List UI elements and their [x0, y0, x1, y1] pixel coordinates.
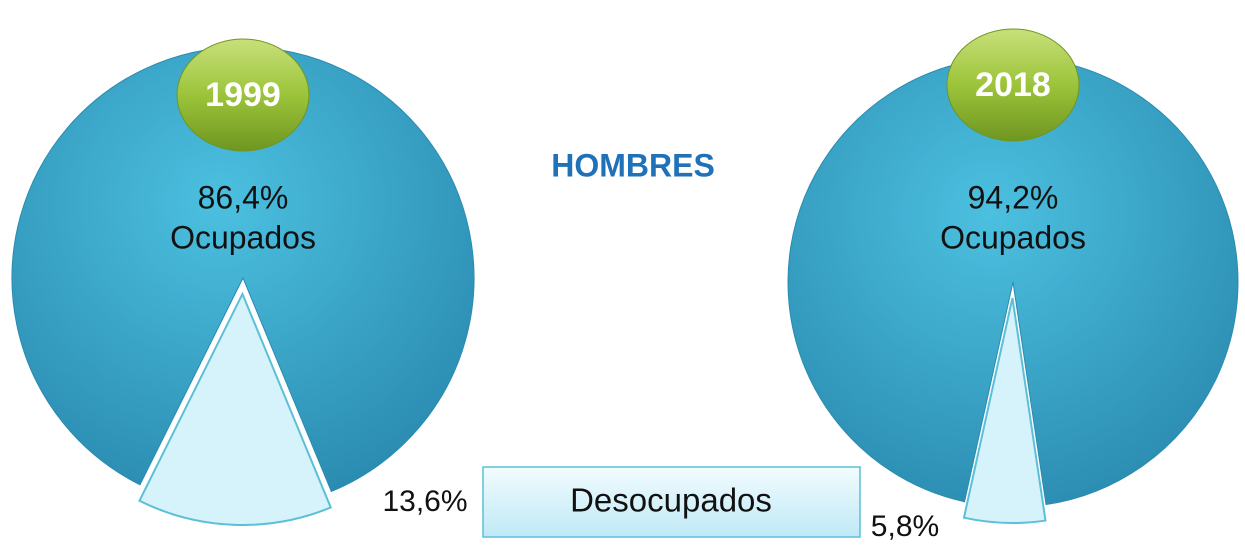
- legend-swatch: [482, 466, 861, 538]
- pie-slice: [962, 297, 1047, 524]
- pie-title: 2018: [975, 66, 1051, 104]
- center-label: Ocupados: [940, 219, 1086, 255]
- pie-title: 1999: [205, 76, 281, 114]
- page-title: HOMBRES: [551, 147, 715, 183]
- year-badge: [176, 38, 310, 152]
- data-label: 94,2%: [968, 179, 1059, 215]
- pie-slice: [138, 291, 333, 526]
- data-label: 5,8%: [871, 510, 939, 543]
- data-label: 86,4%: [198, 179, 289, 215]
- data-label: 13,6%: [382, 485, 467, 518]
- year-badge: [946, 28, 1080, 142]
- legend-label: Desocupados: [570, 482, 772, 519]
- center-label: Ocupados: [170, 219, 316, 255]
